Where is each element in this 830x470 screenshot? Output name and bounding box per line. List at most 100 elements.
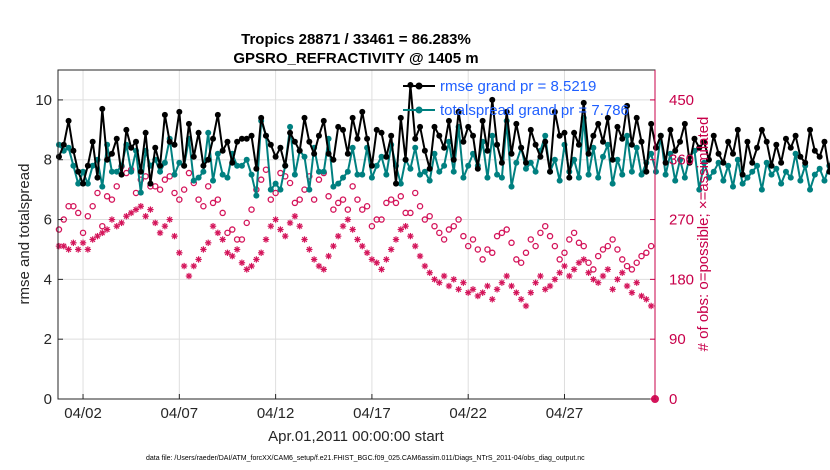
obs-possible-point (359, 206, 366, 213)
totalspread-point (782, 168, 789, 175)
rmse-point (811, 147, 818, 154)
obs-possible-point (185, 169, 193, 177)
totalspread-point (672, 177, 679, 184)
totalspread-point (595, 174, 602, 181)
obs-assimilated-point (205, 239, 212, 247)
x-tick-label: 04/07 (161, 405, 199, 422)
obs-assimilated-point (614, 276, 621, 283)
rmse-point (782, 135, 789, 142)
totalspread-point (253, 192, 260, 199)
rmse-point (431, 123, 438, 130)
obs-assimilated-point (493, 286, 501, 293)
y-tick-label: 6 (44, 212, 52, 229)
rmse-point (643, 168, 650, 175)
rmse-point (152, 144, 159, 151)
rmse-point (65, 117, 72, 124)
totalspread-point (190, 177, 197, 184)
totalspread-point (137, 189, 144, 196)
rmse-point (287, 129, 294, 136)
obs-possible-point (286, 179, 294, 187)
y-tick-label: 0 (44, 391, 52, 408)
obs-assimilated-point (156, 229, 164, 237)
totalspread-point (600, 153, 607, 160)
totalspread-point (705, 174, 712, 181)
y-right-tick-label: 360 (669, 152, 694, 169)
obs-possible-point (503, 226, 510, 233)
totalspread-point (681, 174, 688, 181)
legend-label-totalspread: totalspread grand pr = 7.786 (440, 102, 629, 119)
rmse-point (715, 150, 722, 157)
rmse-point (426, 165, 433, 172)
rmse-point (354, 135, 361, 142)
obs-assimilated-point (291, 213, 299, 220)
obs-assimilated-point (359, 242, 366, 250)
rmse-point (681, 120, 688, 127)
obs-assimilated-point (354, 236, 361, 243)
rmse-point (214, 111, 221, 118)
rmse-point (542, 138, 549, 145)
rmse-point (262, 132, 269, 139)
obs-assimilated-point (195, 256, 202, 263)
obs-assimilated-point (310, 256, 318, 263)
totalspread-point (725, 162, 732, 169)
totalspread-point (749, 168, 756, 175)
obs-assimilated-point (99, 229, 106, 237)
rmse-point (243, 135, 250, 142)
rmse-point (638, 138, 645, 145)
obs-possible-point (137, 176, 145, 183)
obs-assimilated-point (118, 219, 125, 227)
obs-assimilated-point (238, 259, 246, 266)
obs-possible-point (195, 196, 202, 203)
obs-assimilated-point (527, 289, 534, 296)
obs-assimilated-point (383, 256, 390, 263)
y-right-tick-label: 270 (669, 212, 694, 229)
totalspread-point (648, 150, 655, 157)
obs-possible-point (344, 206, 352, 213)
rmse-point (137, 168, 144, 175)
rmse-point (503, 108, 510, 115)
obs-assimilated-point (469, 286, 477, 293)
obs-possible-point (561, 249, 568, 257)
rmse-point (258, 114, 265, 121)
obs-possible-point (440, 236, 448, 243)
obs-possible-point (354, 196, 361, 203)
obs-assimilated-point (344, 216, 352, 223)
obs-assimilated-point (392, 236, 400, 243)
rmse-point (749, 159, 756, 166)
totalspread-point (55, 141, 62, 148)
obs-possible-point (378, 216, 385, 223)
totalspread-point (508, 183, 515, 190)
totalspread-point (176, 159, 183, 166)
totalspread-point (412, 144, 419, 151)
obs-possible-point (527, 236, 535, 243)
rmse-point (691, 135, 698, 142)
obs-possible-point (156, 186, 164, 193)
obs-possible-point (214, 196, 222, 203)
footnote: data file: /Users/raeder/DAI/ATM_forcXX/… (146, 455, 585, 462)
rmse-point (397, 114, 404, 121)
obs-assimilated-point (286, 219, 294, 227)
totalspread-point (494, 171, 501, 178)
totalspread-point (720, 177, 727, 184)
obs-possible-point (397, 193, 405, 200)
rmse-point (619, 135, 626, 142)
obs-assimilated-point (219, 236, 226, 243)
totalspread-point (344, 168, 351, 175)
rmse-point (311, 150, 318, 157)
totalspread-point (542, 132, 549, 139)
obs-possible-point (594, 252, 602, 260)
obs-assimilated-point (407, 232, 414, 240)
obs-possible-point (493, 232, 501, 240)
obs-assimilated-point (570, 266, 578, 273)
totalspread-point (368, 174, 375, 181)
totalspread-point (465, 162, 472, 169)
rmse-point (306, 138, 313, 145)
totalspread-point (821, 177, 828, 184)
obs-assimilated-point (450, 276, 457, 283)
rmse-point (190, 153, 197, 160)
totalspread-point (729, 183, 736, 190)
totalspread-point (383, 171, 390, 178)
rmse-point (672, 147, 679, 154)
obs-assimilated-point (460, 279, 467, 286)
obs-assimilated-point (445, 282, 453, 290)
